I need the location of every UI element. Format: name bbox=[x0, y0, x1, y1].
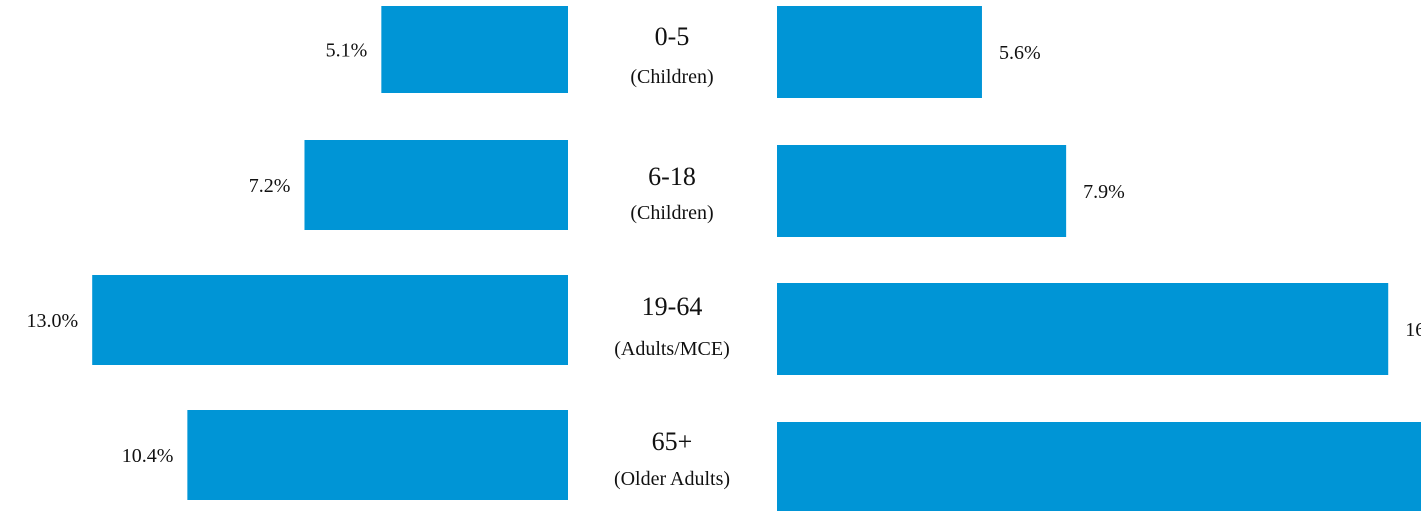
left-value-label-1: 7.2% bbox=[249, 175, 291, 197]
left-value-label-3: 10.4% bbox=[122, 445, 174, 467]
right-bar-0 bbox=[777, 6, 982, 98]
category-sublabel-0: (Children) bbox=[630, 66, 713, 88]
right-bar-1 bbox=[777, 145, 1067, 237]
category-label-1: 6-18 bbox=[648, 162, 696, 191]
right-value-label-2: 16.7% bbox=[1405, 319, 1421, 341]
left-value-label-0: 5.1% bbox=[326, 40, 368, 62]
left-bar-2 bbox=[92, 275, 568, 365]
left-bar-0 bbox=[381, 6, 568, 93]
right-bar-2 bbox=[777, 283, 1389, 375]
left-series: 5.1% 7.2% 13.0% 10.4% bbox=[27, 6, 569, 500]
category-sublabel-3: (Older Adults) bbox=[614, 468, 730, 490]
right-bar-3 bbox=[777, 422, 1421, 511]
left-value-label-2: 13.0% bbox=[27, 310, 79, 332]
category-labels: 0-5 (Children) 6-18 (Children) 19-64 (Adults/… bbox=[614, 22, 730, 490]
category-label-0: 0-5 bbox=[655, 22, 690, 51]
right-series: 5.6%7.9%16.7%21.0% bbox=[777, 6, 1421, 511]
left-bar-1 bbox=[304, 140, 568, 230]
category-sublabel-1: (Children) bbox=[630, 202, 713, 224]
category-label-3: 65+ bbox=[652, 427, 693, 456]
left-bar-3 bbox=[187, 410, 569, 500]
right-value-label-0: 5.6% bbox=[999, 42, 1041, 64]
category-label-2: 19-64 bbox=[642, 292, 703, 321]
category-sublabel-2: (Adults/MCE) bbox=[614, 338, 730, 360]
right-value-label-1: 7.9% bbox=[1083, 181, 1125, 203]
